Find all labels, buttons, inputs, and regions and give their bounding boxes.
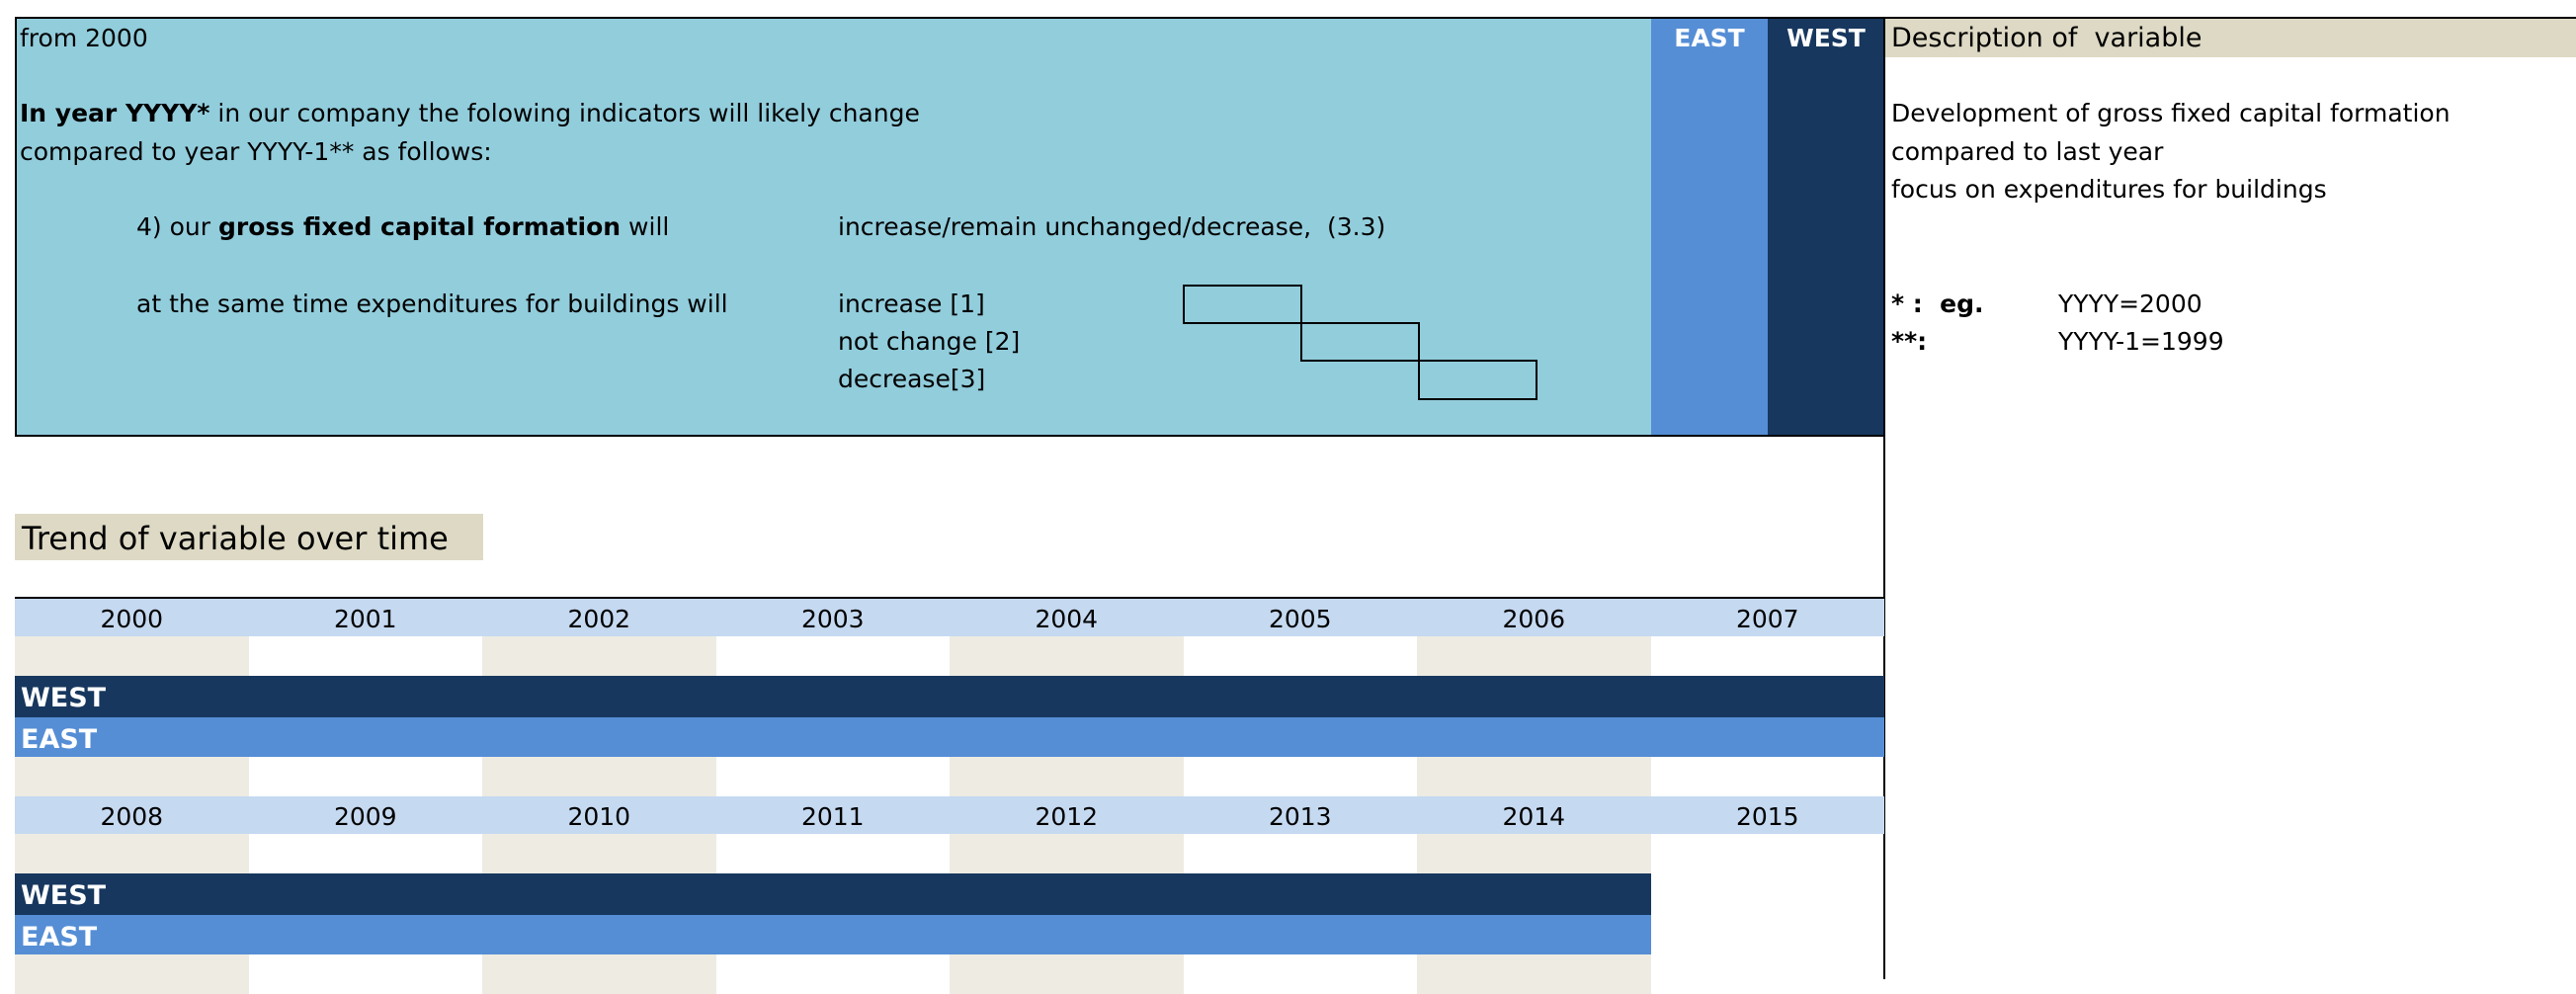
- note-key: * : eg.: [1891, 290, 1984, 318]
- stripe: [15, 636, 249, 676]
- answer-box[interactable]: [1418, 360, 1537, 400]
- description-line: focus on expenditures for buildings: [1891, 175, 2327, 204]
- stripe: [950, 954, 1184, 994]
- year-label: 2015: [1735, 802, 1799, 831]
- year-label: 2005: [1268, 605, 1332, 633]
- stripe: [1417, 757, 1651, 796]
- west-column: [1768, 19, 1884, 435]
- description-line: Development of gross fixed capital forma…: [1891, 99, 2451, 127]
- intro-line2: compared to year YYYY-1** as follows:: [20, 137, 492, 166]
- year-row: [15, 599, 1884, 636]
- intro: In year YYYY* in our company the folowin…: [20, 101, 920, 125]
- west-header: WEST: [1787, 24, 1866, 52]
- row-bar: [15, 873, 1651, 915]
- east-column: [1651, 19, 1768, 435]
- year-label: 2007: [1735, 605, 1799, 633]
- option: increase [1]: [838, 290, 985, 318]
- year-label: 2011: [800, 802, 865, 831]
- divider: [1883, 17, 1885, 979]
- year-label: 2013: [1268, 802, 1332, 831]
- row-bar: [15, 717, 1884, 757]
- intro-rest: in our company the folowing indicators w…: [209, 99, 920, 127]
- stripe: [1417, 954, 1651, 994]
- year-label: 2004: [1035, 605, 1099, 633]
- stripe: [15, 834, 249, 873]
- year-label: 2003: [800, 605, 865, 633]
- year-label: 2014: [1502, 802, 1566, 831]
- row-bar: [15, 915, 1651, 954]
- stripe: [1417, 636, 1651, 676]
- stripe: [950, 636, 1184, 676]
- year-label: 2008: [100, 802, 164, 831]
- row-label: EAST: [21, 724, 98, 755]
- stripe: [482, 954, 716, 994]
- row-label: WEST: [21, 683, 107, 713]
- table-top-border: [15, 597, 1884, 599]
- item: 4) our gross fixed capital formation wil…: [136, 214, 669, 239]
- year-label: 2002: [567, 605, 631, 633]
- note-value: YYYY-1=1999: [2058, 327, 2224, 356]
- option: decrease[3]: [838, 365, 986, 393]
- row-label: WEST: [21, 880, 107, 911]
- option: not change [2]: [838, 327, 1021, 356]
- year-label: 2009: [333, 802, 397, 831]
- year-row: [15, 796, 1884, 834]
- description-top-border: [1884, 17, 2576, 19]
- stripe: [482, 834, 716, 873]
- stripe: [950, 757, 1184, 796]
- stripe: [482, 636, 716, 676]
- intro-bold: In year YYYY*: [20, 99, 210, 127]
- trend-title: Trend of variable over time: [22, 520, 449, 557]
- item-options: increase/remain unchanged/decrease,: [838, 212, 1312, 241]
- item-suffix: will: [621, 212, 670, 241]
- sub-item: at the same time expenditures for buildi…: [136, 290, 728, 318]
- description-line: compared to last year: [1891, 137, 2164, 166]
- row-bar: [15, 676, 1884, 717]
- item-prefix: 4) our: [136, 212, 218, 241]
- year-label: 2001: [333, 605, 397, 633]
- trend-title-box: [15, 514, 483, 560]
- year-label: 2006: [1502, 605, 1566, 633]
- stripe: [15, 757, 249, 796]
- stripe: [15, 954, 249, 994]
- item-bold: gross fixed capital formation: [217, 212, 622, 241]
- stripe: [950, 834, 1184, 873]
- year-label: 2010: [567, 802, 631, 831]
- description-title: Description of variable: [1891, 23, 2202, 53]
- note-value: YYYY=2000: [2058, 290, 2202, 318]
- year-label: 2012: [1035, 802, 1099, 831]
- answer-box[interactable]: [1183, 285, 1302, 324]
- row-label: EAST: [21, 922, 98, 953]
- question-box: [15, 17, 1884, 437]
- answer-box[interactable]: [1300, 322, 1420, 362]
- year-label: 2000: [100, 605, 164, 633]
- stripe: [1417, 834, 1651, 873]
- stripe: [482, 757, 716, 796]
- from-text: from 2000: [20, 24, 148, 52]
- item-code: (3.3): [1327, 212, 1386, 241]
- description-header: [1885, 19, 2576, 57]
- east-header: EAST: [1674, 24, 1745, 52]
- note-key: **:: [1891, 327, 1928, 356]
